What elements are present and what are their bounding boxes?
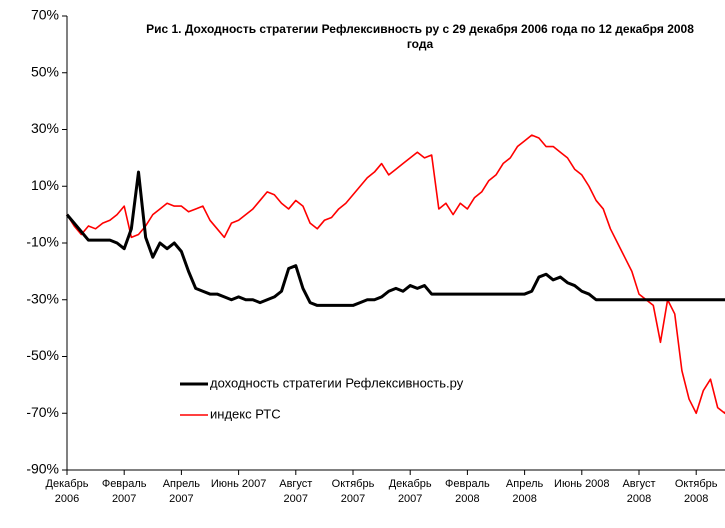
y-tick-label: -90% <box>26 461 59 477</box>
y-tick-label: -30% <box>26 290 59 306</box>
x-tick-label: Август 2007 <box>279 478 313 505</box>
chart-title: Рис 1. Доходность стратегии Рефлексивнос… <box>146 22 694 51</box>
x-tick-label: Декабрь 2007 <box>388 478 432 505</box>
legend-label: доходность стратегии Рефлексивность.ру <box>210 375 464 390</box>
x-tick-label: Февраль 2007 <box>101 478 147 505</box>
y-tick-label: -70% <box>26 404 59 420</box>
y-tick-label: 50% <box>31 63 59 79</box>
x-tick-label: Апрель 2008 <box>505 478 544 505</box>
y-tick-label: 70% <box>31 7 59 23</box>
x-tick-label: Декабрь 2006 <box>45 478 89 505</box>
x-tick-label: Октябрь 2007 <box>331 478 375 505</box>
x-tick-label: Апрель 2007 <box>162 478 201 505</box>
legend-label: индекс РТС <box>210 406 281 421</box>
series-line <box>65 170 725 307</box>
x-tick-label: Июнь 2007 <box>210 478 267 490</box>
x-tick-label: Февраль 2008 <box>445 478 490 505</box>
y-tick-label: -50% <box>26 347 59 363</box>
y-tick-label: 30% <box>31 120 59 136</box>
x-tick-label: Июнь 2008 <box>554 478 610 490</box>
x-tick-label: Октябрь 2008 <box>674 478 718 505</box>
y-tick-label: -10% <box>26 234 59 250</box>
x-tick-label: Август 2008 <box>622 478 656 505</box>
series-line <box>66 134 725 415</box>
y-tick-label: 10% <box>31 177 59 193</box>
